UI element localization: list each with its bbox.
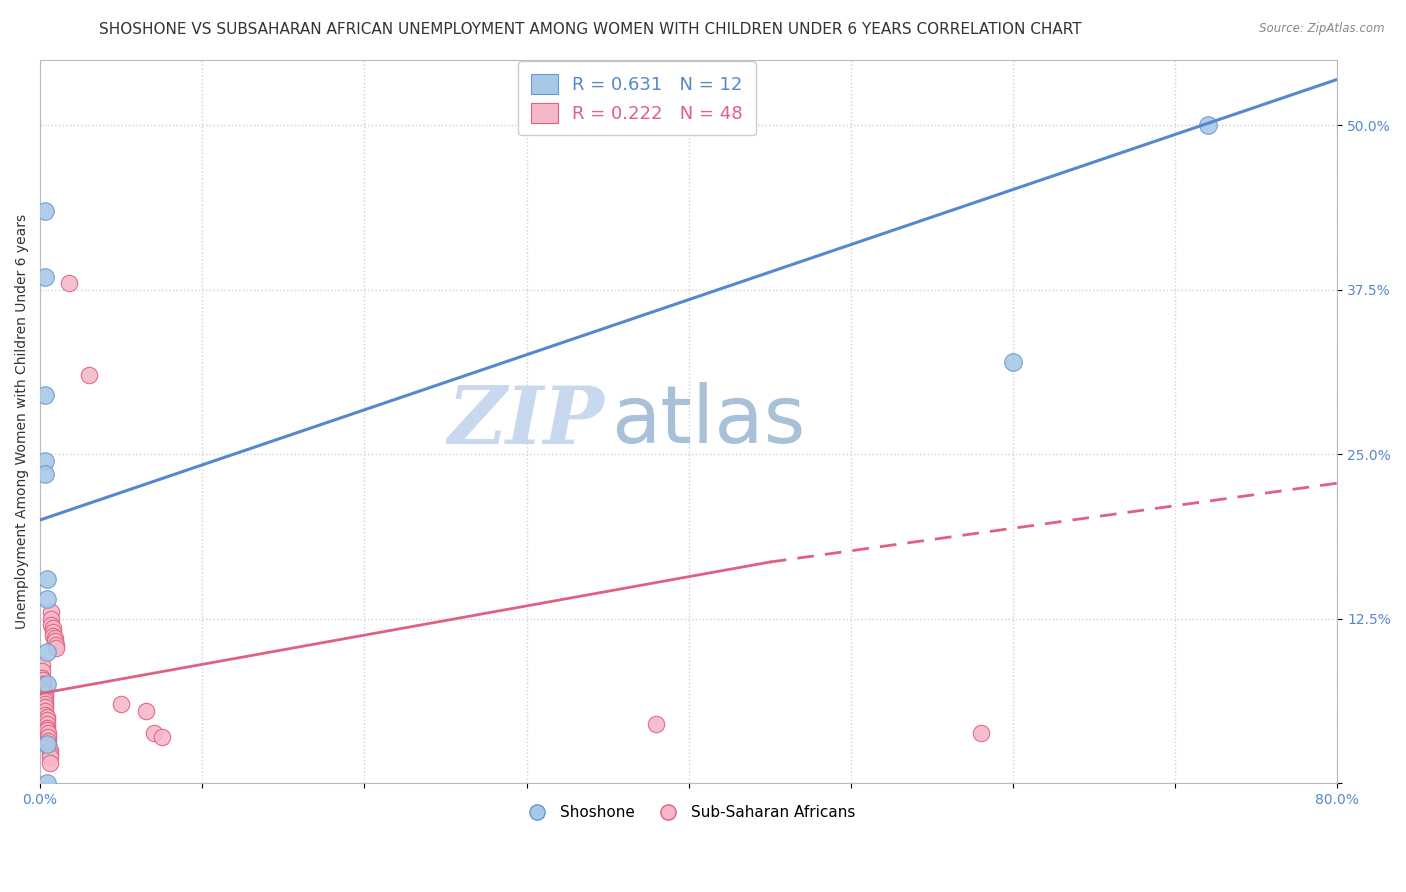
Point <box>44 634 66 648</box>
Point <box>35 591 58 606</box>
Point <box>37 726 59 740</box>
Point <box>44 632 66 646</box>
Point <box>34 697 56 711</box>
Point <box>32 677 55 691</box>
Point <box>37 739 59 754</box>
Point <box>35 721 58 735</box>
Point <box>45 640 67 655</box>
Point <box>42 629 65 643</box>
Point <box>37 734 59 748</box>
Y-axis label: Unemployment Among Women with Children Under 6 years: Unemployment Among Women with Children U… <box>15 214 30 629</box>
Point <box>38 743 60 757</box>
Point <box>34 203 56 218</box>
Point <box>1002 355 1025 369</box>
Point <box>34 707 56 722</box>
Point <box>42 621 65 635</box>
Point <box>38 756 60 771</box>
Point <box>38 749 60 764</box>
Point <box>134 704 156 718</box>
Point <box>969 726 991 740</box>
Point <box>35 644 58 658</box>
Point <box>110 697 132 711</box>
Point <box>31 657 53 672</box>
Point <box>32 677 55 691</box>
Point <box>34 690 56 705</box>
Point <box>35 737 58 751</box>
Point <box>34 269 56 284</box>
Point <box>34 388 56 402</box>
Point <box>32 687 55 701</box>
Point <box>34 704 56 718</box>
Point <box>34 699 56 714</box>
Point <box>41 618 63 632</box>
Point <box>31 665 53 679</box>
Point <box>34 687 56 701</box>
Point <box>150 730 173 744</box>
Text: atlas: atlas <box>612 383 806 460</box>
Text: Source: ZipAtlas.com: Source: ZipAtlas.com <box>1260 22 1385 36</box>
Point <box>35 776 58 790</box>
Point <box>35 677 58 691</box>
Point <box>35 713 58 727</box>
Point <box>41 612 63 626</box>
Point <box>38 747 60 761</box>
Point <box>34 694 56 708</box>
Point <box>34 454 56 468</box>
Point <box>35 572 58 586</box>
Point <box>35 716 58 731</box>
Point <box>35 723 58 738</box>
Text: ZIP: ZIP <box>447 383 605 460</box>
Point <box>34 467 56 481</box>
Text: SHOSHONE VS SUBSAHARAN AFRICAN UNEMPLOYMENT AMONG WOMEN WITH CHILDREN UNDER 6 YE: SHOSHONE VS SUBSAHARAN AFRICAN UNEMPLOYM… <box>100 22 1081 37</box>
Point <box>42 624 65 639</box>
Point <box>32 684 55 698</box>
Legend: Shoshone, Sub-Saharan Africans: Shoshone, Sub-Saharan Africans <box>516 799 862 826</box>
Point <box>37 730 59 744</box>
Point <box>77 368 100 383</box>
Point <box>58 276 80 290</box>
Point <box>32 681 55 696</box>
Point <box>645 716 668 731</box>
Point <box>35 710 58 724</box>
Point <box>37 737 59 751</box>
Point <box>41 605 63 619</box>
Point <box>1197 119 1219 133</box>
Point <box>142 726 165 740</box>
Point <box>31 671 53 685</box>
Point <box>32 673 55 688</box>
Point <box>45 638 67 652</box>
